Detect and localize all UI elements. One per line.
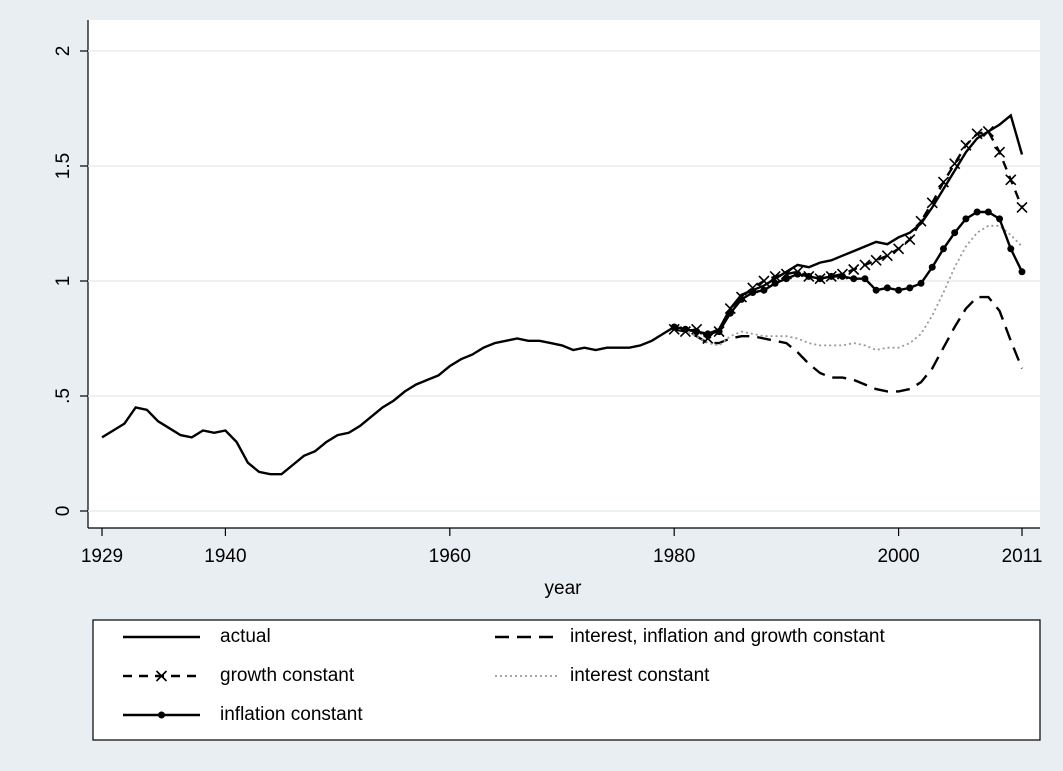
y-tick-label: 1 bbox=[53, 276, 74, 287]
x-marker bbox=[971, 128, 983, 140]
x-tick-label: 1980 bbox=[653, 546, 695, 567]
x-marker bbox=[937, 176, 950, 188]
dot-marker bbox=[738, 295, 746, 303]
y-tick-label: 2 bbox=[53, 46, 74, 57]
dot-marker bbox=[794, 270, 802, 278]
dot-marker bbox=[726, 309, 734, 317]
dot-marker bbox=[827, 272, 835, 280]
x-tick-label: 1929 bbox=[81, 546, 123, 567]
dot-marker bbox=[704, 330, 712, 338]
dot-marker bbox=[906, 284, 914, 292]
x-marker bbox=[758, 275, 770, 287]
dot-marker bbox=[928, 263, 936, 271]
x-marker bbox=[724, 303, 736, 315]
x-marker bbox=[949, 158, 961, 170]
y-tick-label: .5 bbox=[53, 388, 74, 404]
x-tick-label: 1940 bbox=[204, 546, 246, 567]
dot-marker bbox=[1018, 268, 1026, 276]
x-marker bbox=[769, 270, 781, 282]
x-marker bbox=[893, 243, 905, 255]
x-marker bbox=[904, 234, 916, 246]
x-tick-label: 2000 bbox=[877, 546, 919, 567]
x-tick-label: 2011 bbox=[1002, 546, 1043, 567]
x-marker bbox=[960, 139, 972, 151]
x-marker bbox=[848, 263, 860, 276]
dot-marker bbox=[1007, 245, 1015, 253]
x-marker bbox=[1005, 174, 1017, 186]
y-tick-label: 1.5 bbox=[53, 153, 74, 179]
dot-marker bbox=[771, 279, 779, 287]
dot-marker bbox=[895, 286, 903, 294]
x-marker bbox=[982, 125, 994, 138]
dot-marker bbox=[872, 286, 880, 294]
series-line bbox=[673, 295, 1024, 393]
x-axis-title: year bbox=[545, 578, 583, 599]
dot-marker bbox=[861, 275, 869, 283]
dot-marker bbox=[962, 215, 970, 223]
dot-marker bbox=[917, 279, 925, 287]
legend-marker bbox=[158, 711, 165, 719]
dot-marker bbox=[951, 229, 959, 237]
dot-marker bbox=[850, 275, 858, 283]
dot-marker bbox=[883, 284, 891, 292]
dot-marker bbox=[973, 208, 981, 216]
y-tick-label: 0 bbox=[53, 506, 74, 517]
x-marker bbox=[881, 250, 893, 262]
legend-label: growth constant bbox=[220, 665, 355, 686]
x-marker bbox=[870, 254, 882, 266]
dot-marker bbox=[715, 328, 723, 336]
series-line bbox=[673, 224, 1023, 351]
legend-marker bbox=[155, 670, 168, 682]
legend-label: interest, inflation and growth constant bbox=[570, 626, 885, 647]
x-marker bbox=[859, 259, 871, 271]
series-line bbox=[101, 113, 1024, 476]
dot-marker bbox=[693, 328, 701, 336]
dot-marker bbox=[749, 289, 757, 296]
dot-marker bbox=[681, 325, 689, 333]
legend-box bbox=[92, 619, 1041, 741]
legend-label: inflation constant bbox=[220, 704, 363, 725]
legend-label: interest constant bbox=[570, 665, 710, 686]
dot-marker bbox=[984, 208, 992, 216]
plot-area bbox=[88, 20, 1040, 528]
dot-marker bbox=[996, 215, 1004, 223]
x-marker bbox=[993, 146, 1006, 158]
x-marker bbox=[1016, 201, 1028, 213]
dot-marker bbox=[816, 275, 824, 283]
dot-marker bbox=[670, 323, 678, 331]
dot-marker bbox=[838, 272, 846, 280]
dot-marker bbox=[782, 275, 790, 283]
x-marker bbox=[702, 332, 714, 345]
dot-marker bbox=[760, 286, 768, 294]
x-tick-label: 1960 bbox=[429, 546, 471, 567]
x-marker bbox=[915, 215, 927, 227]
dot-marker bbox=[805, 272, 813, 280]
legend-label: actual bbox=[220, 626, 271, 647]
dot-marker bbox=[939, 245, 947, 253]
x-marker bbox=[926, 197, 938, 209]
